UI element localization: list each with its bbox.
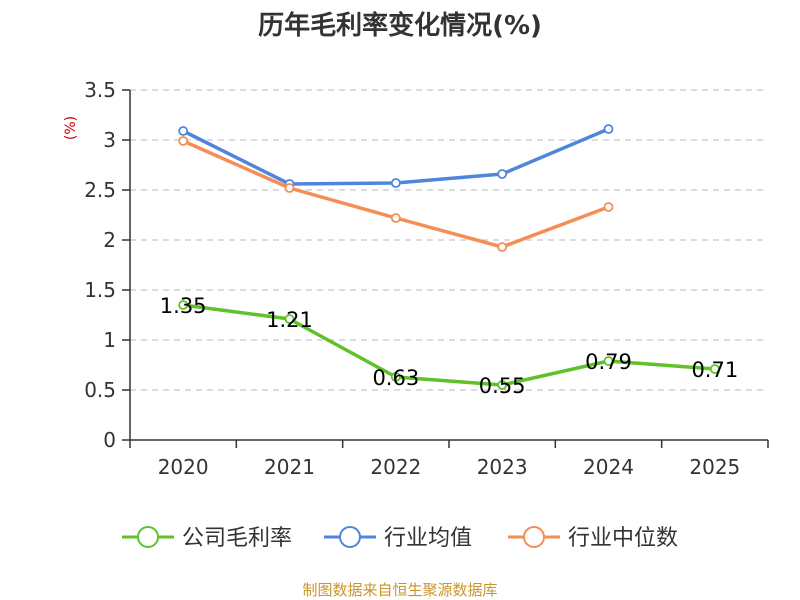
x-tick-label: 2024 xyxy=(583,455,634,479)
legend-item-3[interactable]: 行业中位数 xyxy=(508,526,678,551)
series-lines xyxy=(178,124,720,390)
data-point xyxy=(497,380,508,390)
axes: 0 0.5 1 1.5 2 2.5 3 3.5 2020 2021 2022 2023 2024 2025 xyxy=(84,78,769,479)
data-point xyxy=(603,356,614,366)
legend-item-1[interactable]: 公司毛利率 xyxy=(122,526,292,551)
y-tick-label: 2.5 xyxy=(84,178,116,202)
data-point xyxy=(390,213,401,223)
legend-marker xyxy=(523,526,545,548)
data-label: 0.55 xyxy=(479,374,526,398)
data-point xyxy=(390,372,401,382)
gridlines xyxy=(130,89,768,391)
y-tick-label: 2 xyxy=(103,228,116,252)
data-point xyxy=(178,126,189,136)
y-axis-label: (%) xyxy=(63,116,79,140)
x-tick-label: 2020 xyxy=(158,455,209,479)
x-tick-label: 2023 xyxy=(477,455,528,479)
y-tick-label: 0.5 xyxy=(84,378,116,402)
data-point xyxy=(390,178,401,188)
y-tick-label: 1 xyxy=(103,328,116,352)
legend-marker xyxy=(339,526,361,548)
legend[interactable]: 公司毛利率 行业均值 行业中位数 xyxy=(122,526,678,551)
legend-marker xyxy=(137,526,159,548)
y-tick-label: 1.5 xyxy=(84,278,116,302)
legend-label: 公司毛利率 xyxy=(182,526,292,551)
data-point xyxy=(603,124,614,134)
data-point xyxy=(709,364,720,374)
data-point xyxy=(603,202,614,212)
series-line-2 xyxy=(182,127,610,186)
data-point xyxy=(178,136,189,146)
y-tick-label: 3.5 xyxy=(84,78,116,102)
data-point xyxy=(497,242,508,252)
x-tick-label: 2025 xyxy=(689,455,740,479)
legend-item-2[interactable]: 行业均值 xyxy=(324,526,472,551)
x-tick-label: 2021 xyxy=(264,455,315,479)
y-tick-label: 3 xyxy=(103,128,116,152)
y-tick-label: 0 xyxy=(103,428,116,452)
legend-label: 行业中位数 xyxy=(568,526,678,551)
data-labels: 1.35 1.21 0.63 0.55 0.79 0.71 xyxy=(160,294,738,398)
data-label: 0.71 xyxy=(691,358,738,382)
data-point xyxy=(178,300,189,310)
data-point xyxy=(284,183,295,193)
source-note: 制图数据来自恒生聚源数据库 xyxy=(302,581,497,599)
data-point xyxy=(497,169,508,179)
x-tick-label: 2022 xyxy=(370,455,421,479)
data-label: 1.21 xyxy=(266,308,313,332)
data-label: 1.35 xyxy=(160,294,207,318)
data-point xyxy=(284,314,295,324)
chart-title: 历年毛利率变化情况(%) xyxy=(258,10,542,41)
data-label: 0.79 xyxy=(585,350,632,374)
legend-label: 行业均值 xyxy=(384,526,472,551)
series-line-1 xyxy=(182,303,715,387)
data-label: 0.63 xyxy=(372,366,419,390)
